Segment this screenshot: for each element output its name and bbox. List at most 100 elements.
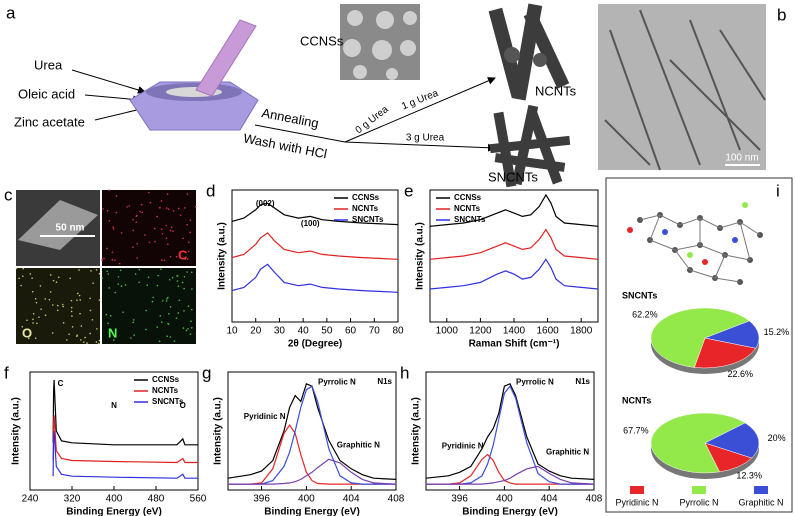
map-dot <box>80 325 83 327</box>
x-tick-label: 70 <box>369 326 381 337</box>
map-dot <box>55 281 58 284</box>
series-line <box>52 415 198 464</box>
map-dot <box>161 233 164 235</box>
map-dot <box>32 322 34 324</box>
annotation: N1s <box>575 377 590 386</box>
peak-label: Pyridinic N <box>442 442 484 451</box>
map-dot <box>187 305 190 307</box>
map-dot <box>132 246 134 248</box>
product-label: CCNSs <box>300 33 344 48</box>
panel-b: b 100 nm <box>598 4 786 171</box>
legend-label: Graphitic N <box>738 497 783 507</box>
map-dot <box>39 285 42 287</box>
x-axis-label: Binding Energy (eV) <box>66 507 162 516</box>
input-label: Urea <box>34 57 63 72</box>
map-dot <box>109 315 112 317</box>
map-dot <box>108 189 110 191</box>
map-dot <box>108 287 111 289</box>
x-tick-label: 240 <box>22 494 39 505</box>
map-dot <box>57 276 60 279</box>
map-dot <box>126 206 128 208</box>
map-dot <box>177 312 180 314</box>
map-dot <box>190 308 193 311</box>
map-dot <box>71 326 74 328</box>
x-tick-label: 1200 <box>469 326 492 337</box>
map-dot <box>185 329 188 332</box>
map-dot <box>186 271 188 273</box>
x-tick-label: 20 <box>250 326 262 337</box>
map-dot <box>61 303 64 306</box>
map-dot <box>145 309 147 312</box>
map-dot <box>130 337 132 339</box>
annotation: C <box>58 379 64 388</box>
map-dot <box>92 282 94 284</box>
map-dot <box>89 332 91 335</box>
arrow <box>254 124 346 143</box>
map-dot <box>136 257 138 259</box>
map-dot <box>186 193 189 195</box>
map-dot <box>31 277 33 279</box>
map-dot <box>51 332 54 334</box>
map-dot <box>184 256 186 259</box>
legend-swatch <box>754 486 768 494</box>
map-dot <box>52 279 55 282</box>
map-dot <box>187 241 190 244</box>
map-dot <box>70 299 73 302</box>
x-tick-label: 396 <box>451 494 468 505</box>
map-dot <box>119 269 122 272</box>
map-dot <box>189 333 192 335</box>
map-dot <box>167 243 169 246</box>
map-dot <box>172 230 174 233</box>
map-dot <box>133 334 136 336</box>
map-dot <box>78 294 81 297</box>
map-label: N <box>108 325 117 340</box>
legend-label: NCNTs <box>152 386 179 395</box>
map-dot <box>83 341 85 343</box>
y-axis-label: Intensity (a.u.) <box>217 222 228 290</box>
x-tick-label: 80 <box>392 326 404 337</box>
x-tick-label: 30 <box>274 326 286 337</box>
x-tick-label: 400 <box>106 494 123 505</box>
map-dot <box>157 274 159 277</box>
peak-label: Pyrrolic N <box>318 377 356 386</box>
map-dot <box>49 274 52 276</box>
map-dot <box>111 251 114 254</box>
x-tick-label: 60 <box>345 326 357 337</box>
x-tick-label: 408 <box>586 494 603 505</box>
map-dot <box>36 322 38 325</box>
map-dot <box>22 267 24 270</box>
x-tick-label: 1600 <box>536 326 559 337</box>
map-dot <box>175 317 178 319</box>
map-n <box>102 268 196 344</box>
map-dot <box>138 268 141 271</box>
x-tick-label: 10 <box>226 326 238 337</box>
pie-value-label: 20% <box>768 433 786 443</box>
input-label: Oleic acid <box>18 86 75 101</box>
series-line <box>52 430 198 479</box>
map-dot <box>139 210 141 213</box>
x-tick-label: 400 <box>496 494 513 505</box>
map-dot <box>18 277 20 280</box>
map-dot <box>186 258 189 260</box>
series-line <box>429 193 599 227</box>
pie-slice <box>704 320 760 349</box>
map-dot <box>145 328 147 331</box>
map-dot <box>38 316 40 318</box>
peak-label: Graphitic N <box>546 448 589 457</box>
map-dot <box>183 310 185 312</box>
map-dot <box>190 271 193 274</box>
map-dot <box>114 291 117 294</box>
map-dot <box>66 339 68 341</box>
legend-label: CCNSs <box>152 375 180 384</box>
map-dot <box>182 327 185 329</box>
map-dot <box>136 243 138 245</box>
map-dot <box>115 211 118 214</box>
series-line <box>228 458 397 485</box>
legend-label: CCNSs <box>352 193 380 202</box>
pie-slice <box>694 337 757 369</box>
map-dot <box>111 259 114 261</box>
map-dot <box>160 228 163 231</box>
map-dot <box>160 321 163 323</box>
map-dot <box>168 313 170 315</box>
